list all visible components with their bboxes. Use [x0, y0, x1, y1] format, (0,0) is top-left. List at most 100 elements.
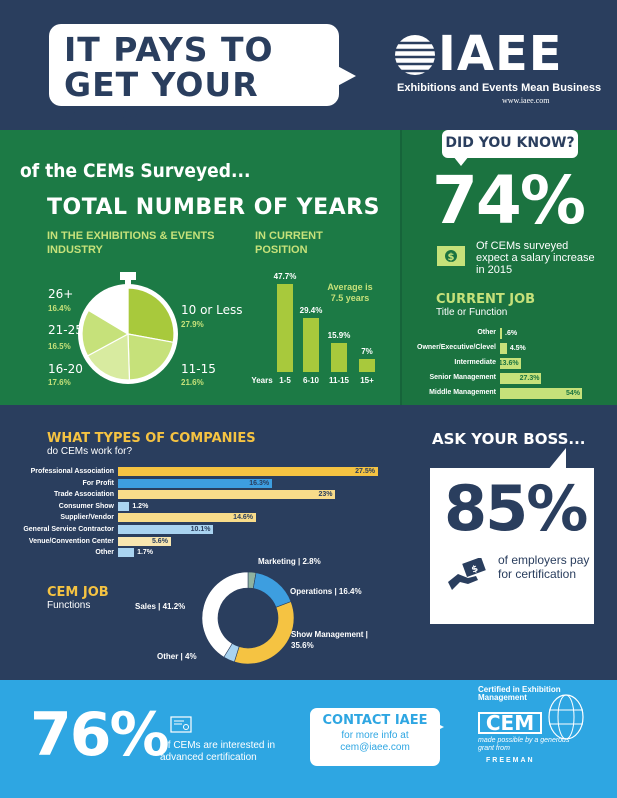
company-type-bar	[118, 467, 378, 476]
current-job-bar	[500, 373, 542, 384]
did-you-know-tail	[453, 156, 469, 166]
position-bar-category: 15+	[360, 376, 374, 385]
companies-panel	[0, 405, 400, 680]
company-type-bar	[118, 490, 336, 500]
company-type-label: Trade Association	[53, 491, 114, 499]
pie-label-26plus: 26+	[48, 287, 74, 301]
current-job-subtitle: Title or Function	[436, 307, 508, 318]
position-bar-value: 15.9%	[327, 330, 351, 340]
company-type-value: 5.6%	[151, 537, 168, 545]
pie-slice-0	[127, 287, 175, 344]
position-bar-value: 29.4%	[299, 305, 323, 315]
position-bar-category: 6-10	[302, 376, 319, 385]
current-job-bar	[500, 358, 521, 369]
current-job-value: 13.6%	[498, 360, 519, 367]
sponsor-name: FREEMAN	[486, 757, 535, 764]
current-job-bar	[500, 328, 502, 339]
company-type-label: Venue/Convention Center	[28, 537, 114, 545]
hand-money-icon: $	[448, 558, 486, 590]
title-bubble	[49, 24, 339, 106]
donut-slice-2	[233, 601, 295, 665]
globe-icon	[394, 35, 436, 75]
company-type-bar	[118, 513, 257, 523]
pie-slice-1	[127, 333, 174, 381]
donut-label-other: Other | 4%	[157, 652, 197, 661]
current-job-label: Middle Management	[429, 389, 496, 396]
pie-pct-16-20: 17.6%	[48, 378, 71, 387]
page-title: IT PAYS TO GET YOUR CEM...	[64, 30, 274, 139]
company-type-label: Supplier/Vendor	[60, 514, 114, 522]
position-bar	[303, 317, 319, 372]
svg-text:$: $	[470, 564, 479, 576]
cem-globe-icon	[548, 694, 584, 740]
donut-label-operations: Operations | 16.4%	[290, 587, 362, 596]
interested-stat: 76%	[30, 700, 170, 770]
employer-stat: 85%	[444, 472, 588, 545]
company-type-label: General Service Contractor	[23, 526, 114, 533]
pie-slice-3	[81, 309, 130, 357]
industry-pie-chart	[78, 272, 178, 384]
company-type-bar	[118, 501, 130, 511]
current-job-value: 54%	[565, 390, 580, 397]
cem-job-subtitle: Functions	[47, 600, 91, 611]
contact-email-link[interactable]: for more info at cem@iaee.com	[340, 730, 410, 753]
company-type-value: 14.6%	[233, 514, 254, 522]
company-type-label: Other	[95, 549, 114, 557]
companies-subtitle: do CEMs work for?	[47, 446, 133, 457]
company-type-label: Consumer Show	[58, 502, 114, 510]
donut-label-marketing: Marketing | 2.8%	[258, 557, 321, 566]
current-job-value: 4.5%	[509, 345, 526, 352]
company-type-value: 10.1%	[190, 526, 211, 533]
current-job-label: Other	[477, 329, 496, 336]
donut-slice-4	[201, 571, 249, 658]
employer-text: of employers pay for certification	[498, 553, 590, 581]
iaee-logo: IAEE	[438, 26, 563, 82]
position-bar-value: 7%	[361, 347, 373, 357]
did-you-know-label: DID YOU KNOW?	[445, 135, 575, 151]
grant-text: made possible by a generous grant from	[478, 737, 570, 752]
stopwatch-crown	[120, 272, 136, 280]
contact-box-tail	[430, 720, 444, 734]
salary-text: Of CEMs surveyed expect a salary increas…	[476, 240, 595, 276]
position-bar-category: 1-5	[279, 376, 291, 385]
donut-slice-1	[252, 572, 292, 608]
company-type-value: 23%	[318, 491, 333, 499]
position-bar-category: 11-15	[328, 376, 350, 385]
years-axis-label: Years	[251, 376, 273, 385]
company-type-bar	[118, 525, 214, 534]
industry-header: IN THE EXHIBITIONS & EVENTS INDUSTRY	[47, 230, 215, 256]
current-job-label: Owner/Executive/Clevel	[417, 344, 496, 351]
pie-pct-11-15: 21.6%	[181, 378, 204, 387]
ask-boss-label: ASK YOUR BOSS...	[432, 430, 586, 448]
contact-title[interactable]: CONTACT IAEE	[322, 713, 428, 728]
company-type-value: 16.3%	[249, 479, 270, 487]
average-note: Average is 7.5 years	[327, 282, 373, 303]
surveyed-intro: of the CEMs Surveyed...	[20, 160, 251, 182]
did-you-know-bubble	[442, 130, 578, 158]
pie-pct-10-or-less: 27.9%	[181, 320, 204, 329]
current-job-label: Intermediate	[454, 359, 496, 366]
company-type-value: 1.2%	[132, 502, 149, 510]
logo-url[interactable]: www.iaee.com	[502, 96, 550, 105]
cem-certified-text: Certified in Exhibition Management	[478, 685, 561, 702]
contact-box[interactable]	[310, 708, 440, 766]
company-type-label: For Profit	[82, 479, 115, 487]
company-type-value: 1.7%	[137, 549, 154, 557]
company-type-bar	[118, 536, 171, 546]
current-job-bar	[500, 343, 507, 354]
ask-boss-bubble	[430, 468, 594, 624]
position-bar	[359, 359, 375, 372]
cem-logo: CEM	[478, 712, 542, 734]
current-job-label: Senior Management	[429, 374, 496, 381]
current-job-title: CURRENT JOB	[436, 292, 536, 307]
company-type-bar	[118, 548, 135, 558]
company-type-bar	[118, 478, 273, 488]
current-job-bar	[500, 388, 582, 399]
salary-stat: 74%	[432, 162, 586, 239]
pie-pct-21-25: 16.5%	[48, 342, 71, 351]
certificate-icon	[170, 716, 192, 733]
donut-label-show-management: Show Management | 35.6%	[291, 630, 368, 650]
pie-slice-4	[87, 287, 129, 336]
stopwatch-stem	[125, 280, 131, 286]
pie-label-11-15: 11-15	[181, 362, 216, 376]
